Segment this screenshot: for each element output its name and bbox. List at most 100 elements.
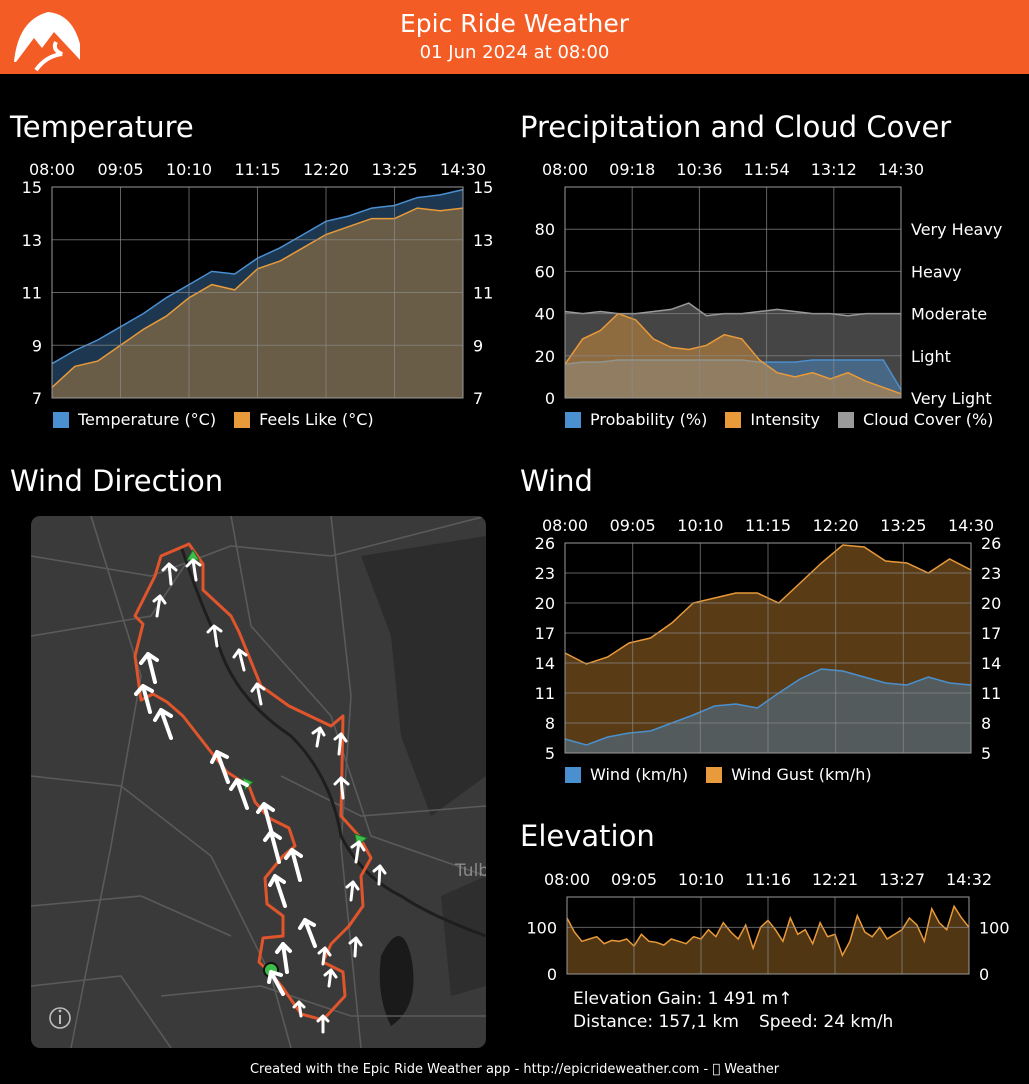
- legend-label: Feels Like (°C): [259, 410, 374, 429]
- y-tick-label: 60: [535, 262, 555, 281]
- y-tick-label: 40: [535, 305, 555, 324]
- y-tick-label: 7: [32, 389, 42, 408]
- x-tick-label: 12:20: [813, 516, 859, 535]
- distance-value: Distance: 157,1 km: [573, 1012, 739, 1032]
- y-tick-label-right: 20: [981, 594, 1001, 613]
- y-tick-label: 17: [535, 624, 555, 643]
- y-tick-label-right: 11: [981, 684, 1001, 703]
- legend-item-cloud-cover: Cloud Cover (%): [838, 410, 993, 429]
- elevation-chart: 08:00 09:05 10:10 11:16 12:21 13:27 14:32 100 10…: [526, 870, 1010, 984]
- legend-item-wind: Wind (km/h): [565, 765, 688, 784]
- y-tick-label: 20: [535, 594, 555, 613]
- legend-label: Wind Gust (km/h): [731, 765, 872, 784]
- y-tick-label-right: 9: [473, 336, 483, 355]
- x-tick-label: 14:30: [948, 516, 994, 535]
- precipitation-legend: Probability (%) Intensity Cloud Cover (%…: [565, 410, 1011, 429]
- x-tick-label: 12:20: [303, 160, 349, 179]
- y-tick-label-right: 15: [473, 178, 493, 197]
- series-line: [564, 312, 902, 395]
- y-tick-label-right: 0: [979, 965, 989, 984]
- legend-item-intensity: Intensity: [725, 410, 820, 429]
- map-canvas[interactable]: Tulb: [31, 516, 486, 1048]
- legend-swatch-blue: [53, 411, 69, 428]
- y-tick-label: 26: [535, 534, 555, 553]
- y-tick-label-right: 11: [473, 284, 493, 303]
- wind-title: Wind: [520, 464, 593, 498]
- epic-ride-logo-icon: [14, 12, 82, 72]
- y-tick-label: 11: [22, 284, 42, 303]
- y-tick-label-right: 5: [981, 744, 991, 763]
- y-tick-label-right: 23: [981, 564, 1001, 583]
- temperature-legend: Temperature (°C) Feels Like (°C): [53, 410, 392, 429]
- legend-item-feels-like: Feels Like (°C): [234, 410, 374, 429]
- y-tick-label-right: 7: [473, 389, 483, 408]
- y-tick-label-right: 17: [981, 624, 1001, 643]
- legend-swatch-orange: [725, 411, 742, 428]
- y-category-label: Very Heavy: [911, 220, 1002, 239]
- x-tick-label: 10:10: [677, 516, 723, 535]
- y-tick-label: 15: [22, 178, 42, 197]
- y-category-label: Very Light: [911, 389, 992, 408]
- y-tick-label: 100: [526, 918, 557, 937]
- plot-area: [565, 187, 901, 398]
- x-tick-label: 13:25: [880, 516, 926, 535]
- x-tick-label: 11:16: [745, 870, 791, 889]
- x-tick-label: 10:10: [166, 160, 212, 179]
- y-tick-label: 8: [545, 714, 555, 733]
- plot-frame: [564, 542, 972, 754]
- x-tick-label: 08:00: [29, 160, 75, 179]
- x-tick-label: 10:10: [678, 870, 724, 889]
- y-tick-label: 0: [547, 965, 557, 984]
- y-tick-label-right: 8: [981, 714, 991, 733]
- plot-frame: [51, 186, 464, 399]
- legend-label: Temperature (°C): [78, 410, 217, 429]
- footer-credit[interactable]: Created with the Epic Ride Weather app -…: [250, 1062, 779, 1077]
- x-tick-label: 09:18: [609, 160, 655, 179]
- y-tick-label: 0: [545, 389, 555, 408]
- x-tick-label: 09:05: [611, 870, 657, 889]
- legend-label: Probability (%): [590, 410, 708, 429]
- legend-label: Wind (km/h): [590, 765, 689, 784]
- x-tick-label: 09:05: [97, 160, 143, 179]
- elevation-stats: Elevation Gain: 1 491 m↑ Distance: 157,1…: [573, 988, 893, 1034]
- wind-legend: Wind (km/h) Wind Gust (km/h): [565, 765, 890, 784]
- y-tick-label-right: 26: [981, 534, 1001, 553]
- wind-direction-map[interactable]: Tulb: [31, 516, 486, 1048]
- x-tick-label: 11:15: [745, 516, 791, 535]
- y-tick-label: 80: [535, 220, 555, 239]
- legend-item-temperature: Temperature (°C): [53, 410, 216, 429]
- y-tick-label-right: 14: [981, 654, 1001, 673]
- legend-swatch-orange: [234, 411, 251, 428]
- y-tick-label: 23: [535, 564, 555, 583]
- x-tick-label: 11:54: [744, 160, 790, 179]
- temperature-title: Temperature: [10, 110, 194, 144]
- legend-swatch-blue: [565, 411, 581, 428]
- y-category-label: Moderate: [911, 305, 987, 324]
- y-tick-label-right: 100: [979, 918, 1010, 937]
- y-category-label: Heavy: [911, 262, 962, 281]
- app-header: Epic Ride Weather 01 Jun 2024 at 08:00: [0, 0, 1029, 74]
- speed-value: Speed: 24 km/h: [758, 1012, 894, 1032]
- x-tick-label: 14:30: [440, 160, 486, 179]
- y-tick-label: 14: [535, 654, 555, 673]
- distance-speed-row: Distance: 157,1 km Speed: 24 km/h: [573, 1011, 893, 1034]
- elevation-gain: Elevation Gain: 1 491 m↑: [573, 989, 793, 1009]
- y-tick-label: 5: [545, 744, 555, 763]
- x-tick-label: 12:21: [812, 870, 858, 889]
- series-area: [565, 360, 901, 398]
- x-tick-label: 08:00: [544, 870, 590, 889]
- report-date: 01 Jun 2024 at 08:00: [419, 42, 610, 63]
- info-icon[interactable]: [49, 1007, 71, 1029]
- y-tick-label: 13: [22, 231, 42, 250]
- legend-item-probability: Probability (%): [565, 410, 707, 429]
- legend-item-wind-gust: Wind Gust (km/h): [706, 765, 872, 784]
- precipitation-chart: 08:00 09:18 10:36 11:54 13:12 14:30 80 Very Hea…: [535, 160, 1003, 408]
- wind-direction-title: Wind Direction: [10, 464, 224, 498]
- elevation-title: Elevation: [520, 819, 655, 853]
- legend-label: Intensity: [750, 410, 820, 429]
- plot-frame: [566, 896, 970, 975]
- y-tick-label: 9: [32, 336, 42, 355]
- app-title: Epic Ride Weather: [399, 9, 630, 38]
